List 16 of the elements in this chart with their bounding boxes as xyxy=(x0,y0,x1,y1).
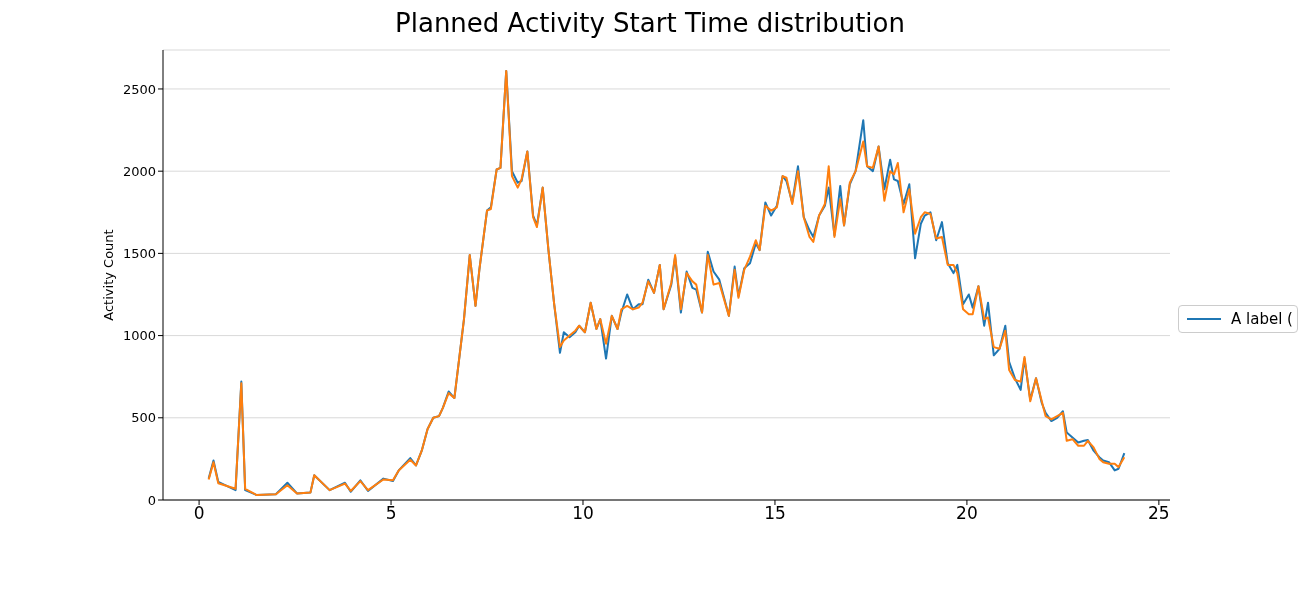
y-tick-label: 0 xyxy=(147,492,156,508)
chart-title: Planned Activity Start Time distribution xyxy=(394,8,906,38)
x-tick-label: 0 xyxy=(193,503,205,524)
y-axis-title: Activity Count xyxy=(100,229,116,321)
line-series xyxy=(207,69,1126,497)
y-tick-label: 2500 xyxy=(122,81,156,97)
legend-label: A label ( xyxy=(1231,310,1293,328)
x-tick-label: 5 xyxy=(385,503,397,524)
x-tick-label: 15 xyxy=(764,503,786,524)
y-tick-label: 1500 xyxy=(122,245,156,261)
y-tick-label: 500 xyxy=(131,410,156,426)
x-tick-label: 20 xyxy=(956,503,978,524)
y-tick-label: 2000 xyxy=(122,163,156,179)
x-tick-label: 10 xyxy=(572,503,594,524)
x-tick-label: 25 xyxy=(1148,503,1170,524)
y-tick-label: 1000 xyxy=(122,328,156,344)
